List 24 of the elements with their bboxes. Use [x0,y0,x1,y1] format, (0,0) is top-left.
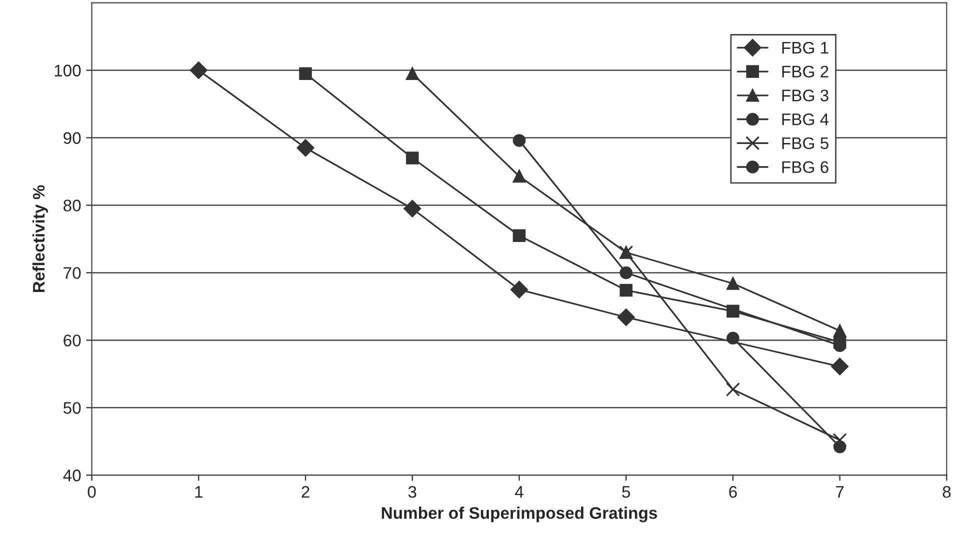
x-tick-label: 0 [88,486,96,498]
y-axis-title: Reflectivity % [32,185,48,292]
y-tick-label: 80 [64,200,81,212]
x-tick-label: 7 [836,486,844,498]
x-tick-label: 6 [729,486,737,498]
y-tick-label: 60 [64,334,81,346]
x-tick-label: 4 [514,486,524,498]
legend-label: FBG 2 [782,66,828,78]
y-tick-label: 70 [64,267,81,279]
x-tick-label: 1 [195,486,202,498]
x-tick-label: 3 [408,486,416,498]
legend-label: FBG 3 [782,90,828,102]
legend-label: FBG 1 [782,42,828,54]
legend-label: FBG 5 [782,137,828,150]
x-tick-label: 5 [622,486,630,498]
x-axis-title: Number of Superimposed Gratings [382,506,657,522]
legend-label: FBG 4 [782,113,829,126]
legend-label: FBG 6 [782,161,828,174]
y-tick-label: 90 [64,132,81,144]
x-tick-label: 8 [942,486,951,498]
x-tick-label: 2 [302,486,310,498]
y-tick-label: 40 [63,470,81,482]
y-tick-label: 100 [54,64,81,76]
y-tick-label: 50 [63,402,81,414]
